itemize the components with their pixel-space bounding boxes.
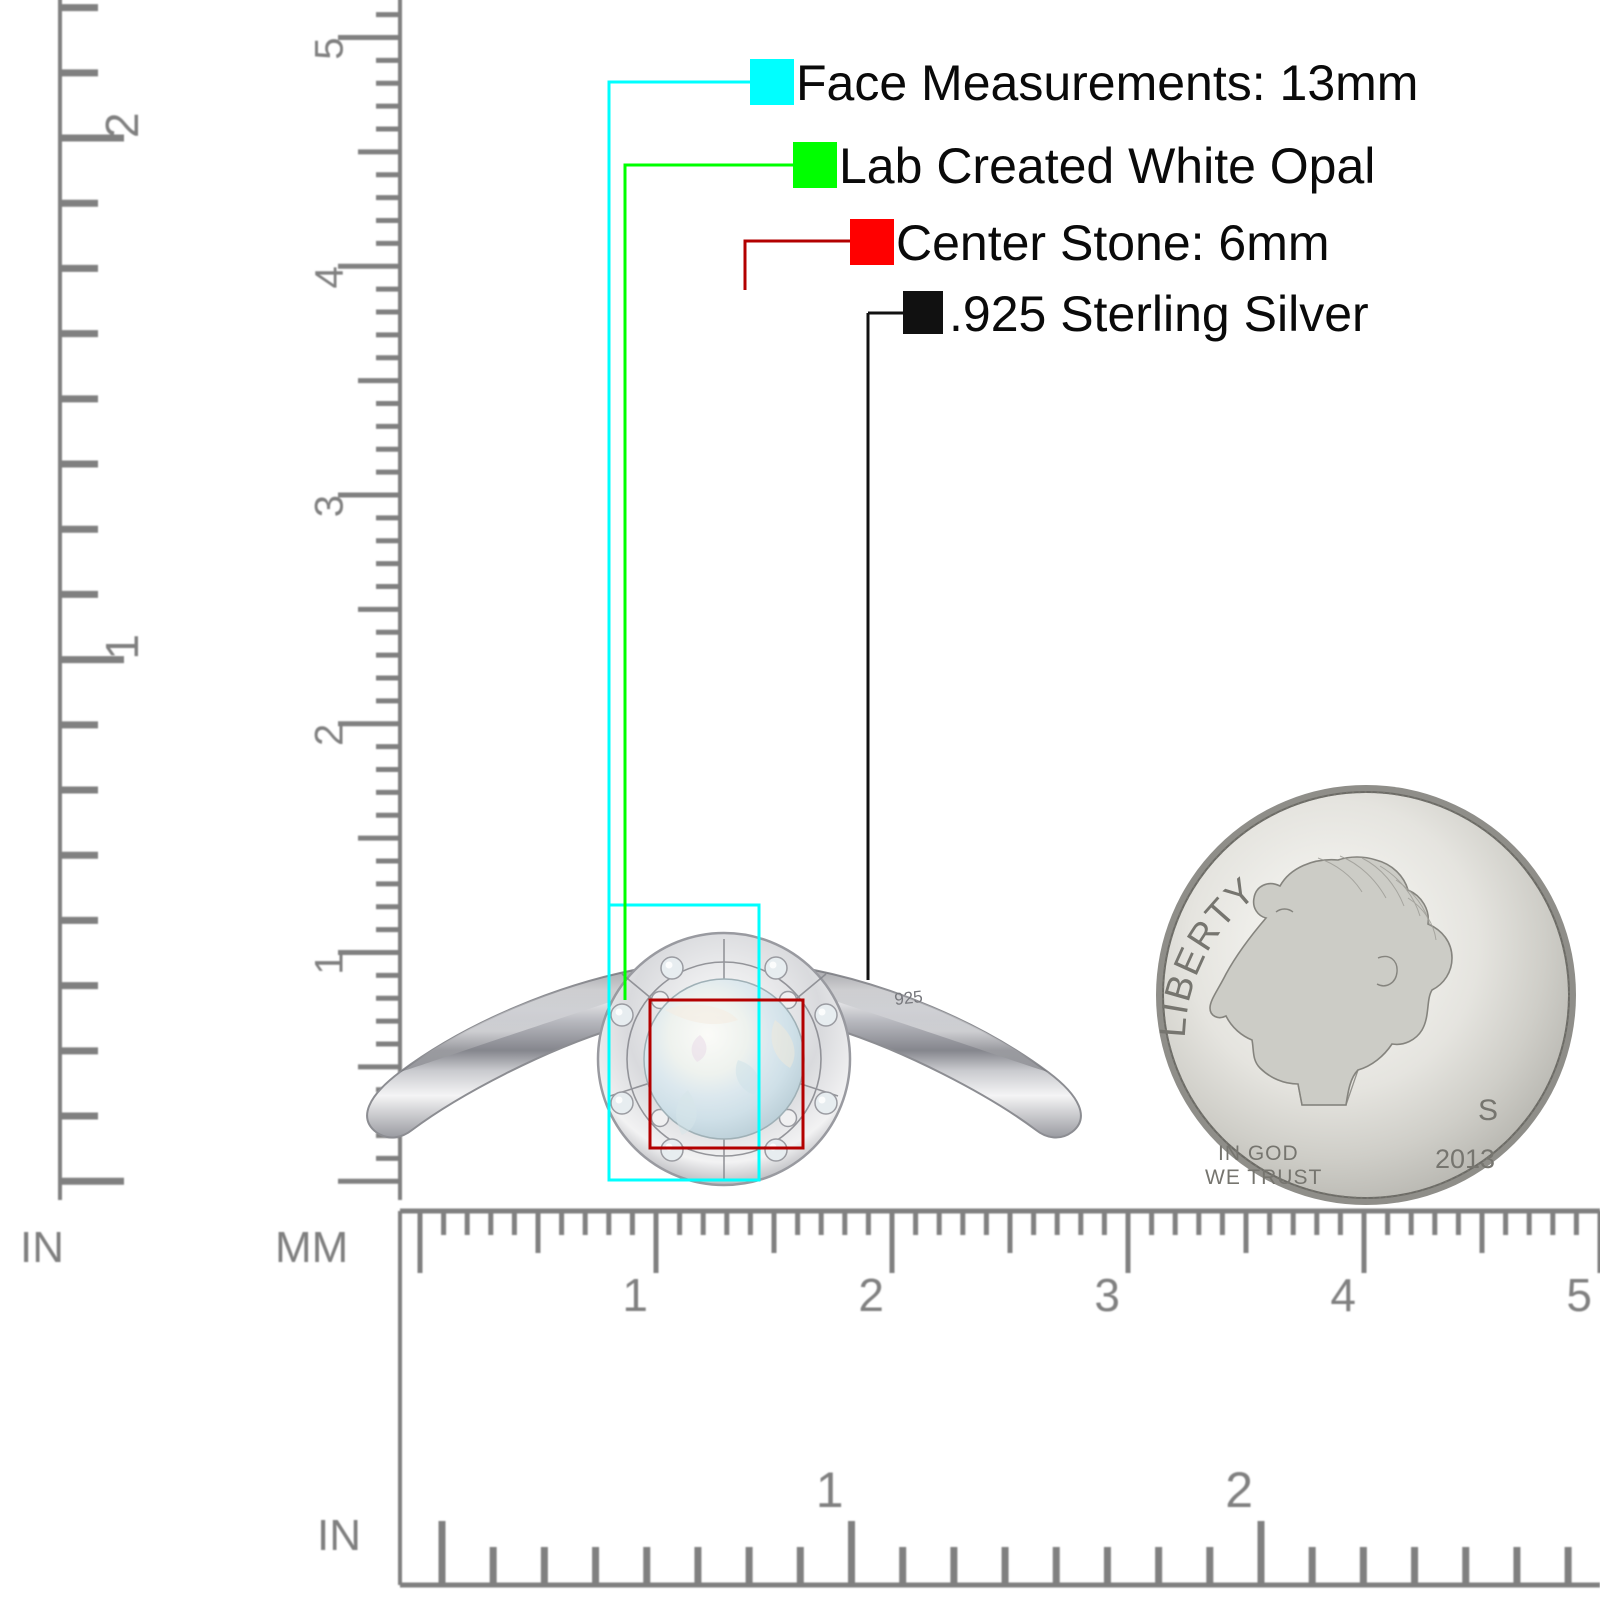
- svg-text:.925 Sterling Silver: .925 Sterling Silver: [949, 286, 1369, 342]
- svg-text:2: 2: [1225, 1462, 1253, 1518]
- svg-text:Center Stone: 6mm: Center Stone: 6mm: [896, 215, 1330, 271]
- svg-text:2013: 2013: [1435, 1144, 1495, 1174]
- svg-text:925: 925: [893, 987, 923, 1009]
- svg-text:3: 3: [308, 495, 352, 517]
- svg-text:WE TRUST: WE TRUST: [1205, 1166, 1322, 1189]
- svg-text:1: 1: [308, 953, 352, 975]
- svg-text:MM: MM: [275, 1223, 348, 1272]
- svg-text:2: 2: [96, 112, 148, 138]
- svg-text:2: 2: [308, 724, 352, 746]
- svg-text:5: 5: [1566, 1269, 1592, 1321]
- svg-text:4: 4: [1330, 1269, 1356, 1321]
- svg-text:2: 2: [858, 1269, 884, 1321]
- svg-text:1: 1: [622, 1269, 648, 1321]
- svg-text:5: 5: [308, 38, 352, 60]
- svg-text:3: 3: [1094, 1269, 1120, 1321]
- svg-text:Lab Created White Opal: Lab Created White Opal: [839, 138, 1375, 194]
- svg-text:4: 4: [308, 266, 352, 288]
- svg-text:1: 1: [96, 634, 148, 660]
- svg-text:IN: IN: [317, 1511, 361, 1560]
- svg-text:S: S: [1478, 1094, 1498, 1127]
- svg-text:IN GOD: IN GOD: [1218, 1142, 1299, 1165]
- svg-text:Face Measurements: 13mm: Face Measurements: 13mm: [796, 55, 1418, 111]
- svg-text:IN: IN: [20, 1223, 64, 1272]
- svg-text:1: 1: [816, 1462, 844, 1518]
